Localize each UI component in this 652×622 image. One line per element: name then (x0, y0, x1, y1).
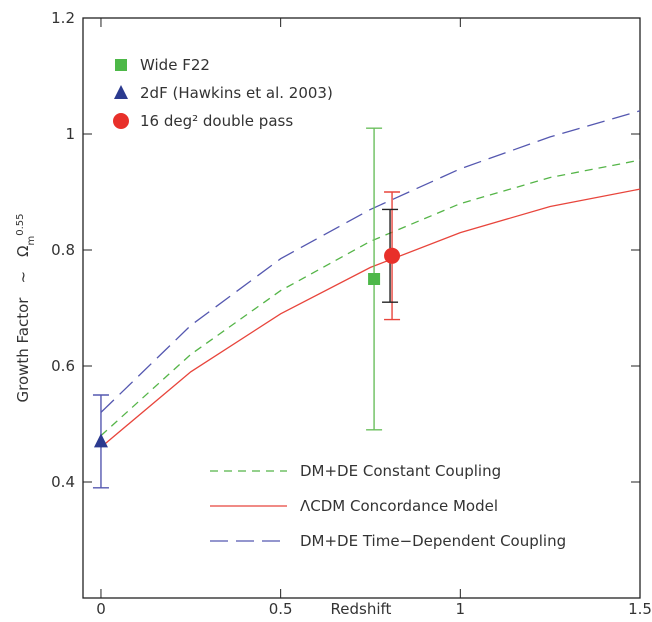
legend-label: 2dF (Hawkins et al. 2003) (140, 84, 333, 102)
data-point (384, 247, 401, 264)
y-tick-label: 1 (65, 125, 75, 143)
legend-marker (114, 85, 128, 99)
data-point (93, 433, 108, 448)
data-point (368, 273, 381, 285)
legend-label: DM+DE Constant Coupling (300, 462, 501, 480)
model-line (100, 188, 641, 448)
y-axis-label: Growth Factor ~ Ωm0.55 (14, 213, 37, 402)
y-label-symbol: ~ (14, 271, 32, 284)
legend-label: Wide F22 (140, 56, 210, 74)
plot-frame (82, 17, 641, 599)
y-tick-label: 0.6 (51, 357, 75, 375)
legend-label: 16 deg² double pass (140, 112, 293, 130)
y-label-omega: Ω (14, 245, 32, 256)
y-tick-label: 1.2 (51, 9, 75, 27)
x-tick-label: 1.5 (628, 600, 652, 618)
legend-marker (115, 59, 127, 71)
y-label-superscript: 0.55 (15, 213, 26, 235)
legend-label: DM+DE Time−Dependent Coupling (300, 532, 566, 550)
x-tick-label: 0.5 (269, 600, 293, 618)
y-tick-label: 0.8 (51, 241, 75, 259)
x-tick-label: 1 (456, 600, 466, 618)
y-tick-label: 0.4 (51, 473, 75, 491)
model-line (100, 159, 641, 437)
legend-label: ΛCDM Concordance Model (300, 497, 498, 515)
x-tick-label: 0 (96, 600, 106, 618)
legend-marker (113, 113, 129, 129)
y-label-text: Growth Factor (14, 297, 32, 403)
model-line (100, 110, 641, 413)
y-label-subscript: m (26, 236, 37, 246)
x-axis-label: Redshift (331, 600, 392, 618)
